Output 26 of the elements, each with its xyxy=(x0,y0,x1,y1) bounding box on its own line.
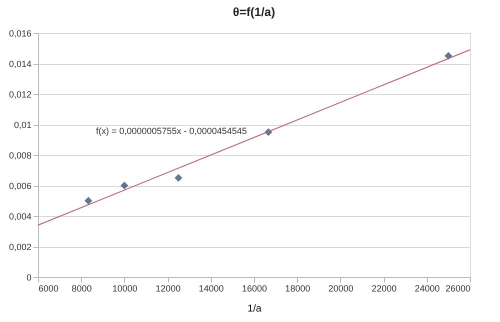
point xyxy=(84,196,92,205)
x-tick-label: 10000 xyxy=(112,284,138,294)
x-tick-label: 18000 xyxy=(285,284,310,294)
x-tick-label: 26000 xyxy=(445,284,470,294)
y-tick-label: 0,008 xyxy=(8,150,32,160)
y-tick-label: 0,002 xyxy=(8,242,32,252)
x-tick-label: 14000 xyxy=(198,284,224,294)
annotation: f(x) = 0,0000005755x - 0,0000454545 xyxy=(96,126,247,136)
y-tick-label: 0,01 xyxy=(14,120,32,130)
x-tick-label: 22000 xyxy=(372,284,397,294)
y-tick-label: 0 xyxy=(26,272,32,282)
chart-title: θ=f(1/a) xyxy=(232,5,276,19)
x-axis-title: 1/a xyxy=(248,304,262,314)
point xyxy=(120,182,128,190)
x-tick-label: 24000 xyxy=(414,284,440,294)
x-tick-label: 12000 xyxy=(156,284,181,294)
y-tick-label: 0,006 xyxy=(8,181,32,191)
point xyxy=(174,174,182,182)
y-tick-label: 0,004 xyxy=(8,212,32,222)
x-tick-label: 20000 xyxy=(328,284,354,294)
y-tick-label: 0,012 xyxy=(8,90,32,100)
x-tick-label: 16000 xyxy=(242,284,268,294)
y-tick-label: 0,014 xyxy=(8,59,32,69)
x-tick-label: 8000 xyxy=(72,284,92,294)
y-tick-label: 0,016 xyxy=(8,28,32,38)
x-tick-label: 6000 xyxy=(38,284,59,294)
